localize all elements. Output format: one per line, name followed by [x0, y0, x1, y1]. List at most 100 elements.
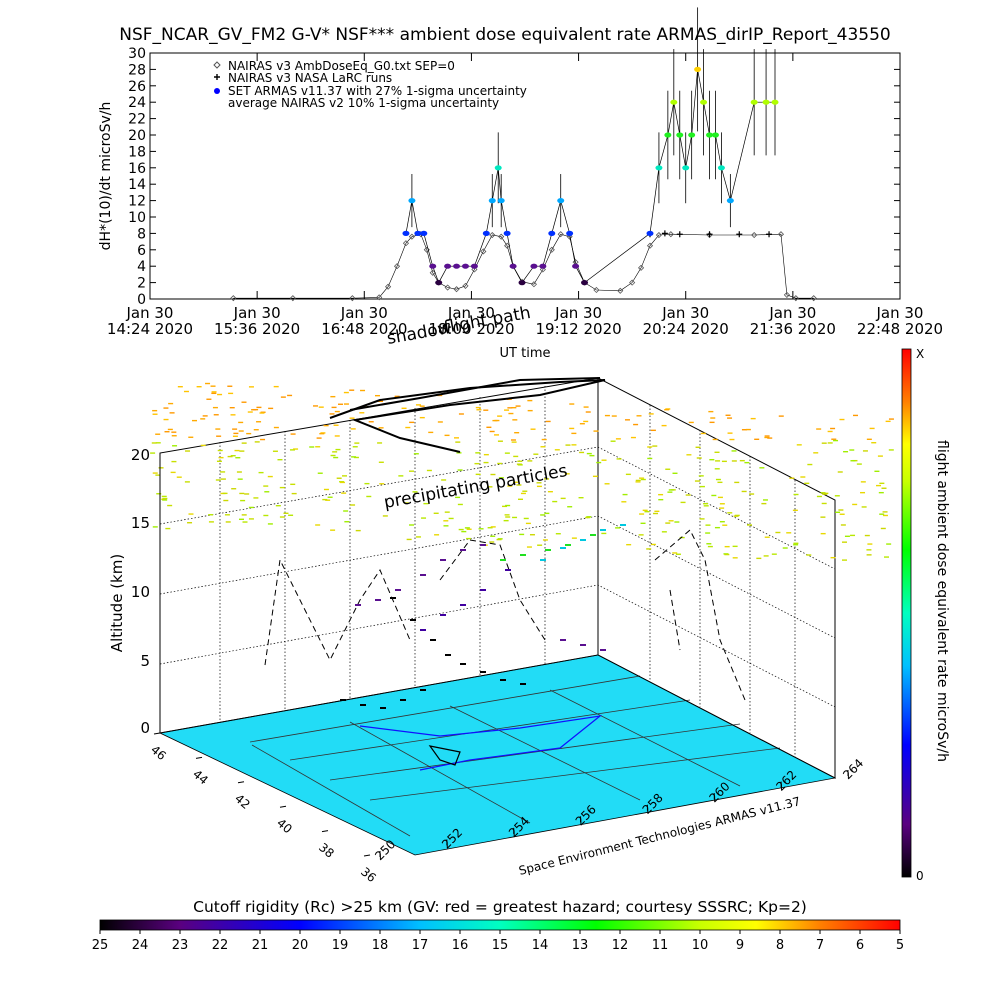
- nairas-point: [385, 283, 392, 290]
- rigidity-tick-label: 10: [692, 938, 709, 953]
- lat-tick-label: 40: [274, 816, 295, 837]
- nairas-point: [444, 284, 451, 291]
- rigidity-tick-label: 9: [736, 938, 744, 953]
- legend-marker-dot: [214, 88, 220, 94]
- armas-point: [497, 198, 505, 204]
- nairas-point: [667, 231, 674, 238]
- x-tick-label: 19:12 2020: [535, 320, 621, 338]
- legend-marker-plus: [214, 74, 220, 80]
- rigidity-tick-label: 8: [776, 938, 784, 953]
- armas-point: [435, 280, 443, 286]
- x-tick-label: Jan 30: [876, 304, 924, 322]
- y-tick-label: 4: [137, 259, 146, 275]
- nairas-point: [230, 295, 237, 302]
- nairas-point: [402, 240, 410, 247]
- armas-point: [726, 198, 734, 204]
- armas-point: [461, 263, 469, 269]
- lat-tick-label: 46: [148, 743, 169, 764]
- flight-track-colored-points: [340, 524, 626, 709]
- nairas-point: [462, 282, 469, 289]
- nairas-point: [504, 242, 511, 249]
- series-layer: [230, 7, 817, 302]
- armas-point: [694, 66, 702, 72]
- nairas-point: [289, 295, 296, 302]
- y-tick-label: 8: [137, 226, 146, 242]
- y-axis-label: dH*(10)/dt microSv/h: [98, 102, 114, 251]
- y-tick-label: 12: [128, 194, 146, 210]
- armas-point: [548, 230, 556, 236]
- nairas-point: [376, 294, 383, 301]
- x-tick-label: Jan 30: [768, 304, 816, 322]
- z-tick-label: 0: [140, 719, 150, 737]
- nairas-point: [638, 264, 645, 271]
- armas-point: [503, 230, 511, 236]
- lat-tick: [321, 830, 329, 833]
- y-tick-label: 30: [128, 46, 146, 62]
- lat-tick: [237, 781, 245, 784]
- y-tick-label: 10: [128, 210, 146, 226]
- nairas-point: [655, 231, 662, 239]
- z-axis-label: Altitude (km): [108, 554, 126, 652]
- armas-point: [509, 263, 517, 269]
- rigidity-tick-label: 18: [372, 938, 389, 953]
- rigidity-tick-label: 23: [172, 938, 189, 953]
- larc-point: [676, 231, 683, 238]
- armas-point: [750, 99, 758, 105]
- z-tick-label: 5: [140, 652, 150, 670]
- legend-entry-1: NAIRAS v3 AmbDoseEq_G0.txt SEP=0: [228, 59, 455, 73]
- z-tick-label: 10: [131, 583, 150, 601]
- nairas-point: [629, 279, 636, 286]
- x-tick-label: 22:48 2020: [857, 320, 943, 338]
- armas-point: [581, 280, 589, 286]
- nairas-line: [233, 233, 814, 299]
- nairas-point: [429, 269, 436, 276]
- rigidity-tick-label: 14: [532, 938, 549, 953]
- nairas-point: [557, 231, 564, 238]
- nairas-point: [566, 233, 573, 240]
- y-tick-label: 18: [128, 144, 146, 160]
- rigidity-tick-label: 5: [896, 938, 904, 953]
- rigidity-tick-label: 16: [452, 938, 469, 953]
- armas-point: [530, 263, 538, 269]
- y-tick-label: 24: [128, 95, 146, 111]
- armas-point: [688, 132, 696, 138]
- lat-tick: [195, 756, 203, 759]
- nairas-point: [471, 266, 478, 273]
- armas-point: [676, 132, 684, 138]
- rigidity-tick-label: 17: [412, 938, 429, 953]
- y-tick-label: 26: [128, 79, 146, 95]
- armas-point: [453, 263, 461, 269]
- larc-point: [661, 230, 668, 237]
- trajectory-3d-panel: shadow flight path precipitating particl…: [108, 303, 950, 885]
- lat-tick-label: 42: [232, 791, 253, 812]
- armas-point: [572, 263, 580, 269]
- rigidity-colorbar: [99, 919, 901, 931]
- x-tick-label: 21:36 2020: [750, 320, 836, 338]
- x-tick-label: Jan 30: [233, 304, 281, 322]
- armas-point: [429, 263, 437, 269]
- x-tick-label: Jan 30: [447, 304, 495, 322]
- armas-line: [405, 69, 775, 284]
- colorbar-bottom-label: 0: [916, 869, 924, 883]
- rigidity-tick-label: 21: [252, 938, 269, 953]
- armas-point: [646, 230, 654, 236]
- armas-point: [488, 198, 496, 204]
- z-tick-label: 20: [131, 446, 150, 464]
- armas-point: [518, 280, 526, 286]
- legend-entry-4: average NAIRAS v2 10% 1-sigma uncertaint…: [228, 96, 499, 110]
- armas-point: [771, 99, 779, 105]
- larc-point: [706, 231, 713, 238]
- lat-tick: [363, 854, 371, 857]
- armas-point: [717, 165, 725, 171]
- armas-point: [494, 165, 502, 171]
- nairas-point: [349, 295, 356, 302]
- y-tick-label: 20: [128, 128, 146, 144]
- x-tick-label: 14:24 2020: [107, 320, 193, 338]
- rigidity-map-floor: [158, 654, 837, 856]
- x-tick-label: Jan 30: [126, 304, 174, 322]
- larc-point: [766, 231, 773, 238]
- rigidity-tick-label: 13: [572, 938, 589, 953]
- flight-path-top: [329, 377, 606, 453]
